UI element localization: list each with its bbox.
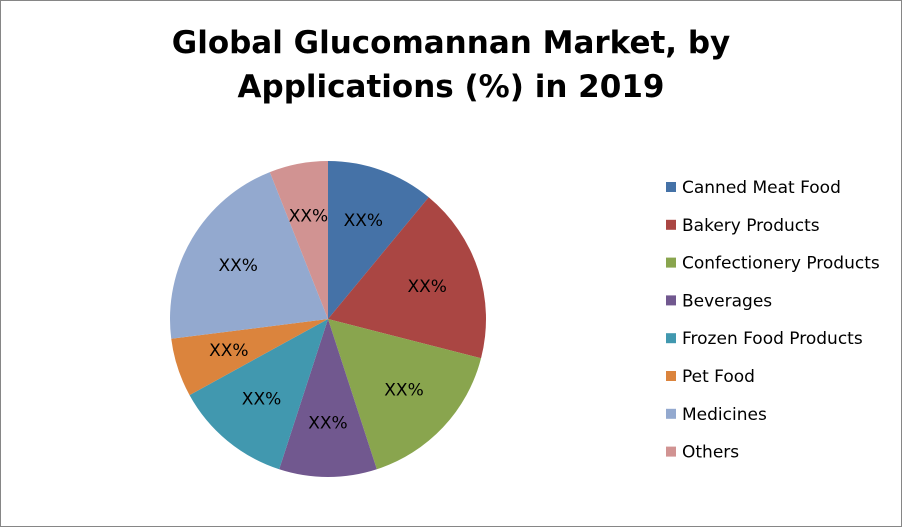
legend-label: Frozen Food Products bbox=[682, 329, 863, 349]
pie-slice bbox=[328, 319, 482, 470]
legend-swatch bbox=[666, 333, 676, 344]
chart-title: Global Glucomannan Market, by Applicatio… bbox=[171, 25, 731, 105]
data-label: XX% bbox=[308, 413, 347, 433]
pie-slice bbox=[328, 161, 429, 319]
legend-label: Beverages bbox=[682, 291, 772, 311]
legend-swatch bbox=[666, 257, 676, 268]
legend-swatch bbox=[666, 182, 676, 192]
pie-slice bbox=[269, 161, 328, 319]
pie-slice bbox=[170, 172, 328, 339]
pie-slice bbox=[279, 319, 377, 477]
legend-swatch bbox=[666, 219, 676, 230]
legend-label: Bakery Products bbox=[682, 216, 820, 236]
data-label: XX% bbox=[209, 341, 248, 361]
legend-label: Medicines bbox=[682, 405, 767, 425]
data-label: XX% bbox=[219, 256, 258, 276]
legend-label: Pet Food bbox=[682, 367, 755, 387]
pie-slice bbox=[171, 319, 328, 396]
legend-swatch bbox=[666, 371, 676, 381]
legend-swatch bbox=[666, 295, 676, 306]
pie-slice bbox=[328, 197, 486, 359]
data-label: XX% bbox=[384, 380, 423, 400]
data-label: XX% bbox=[344, 211, 383, 231]
data-label: XX% bbox=[407, 277, 446, 297]
legend-swatch bbox=[666, 408, 676, 419]
legend-label: Others bbox=[682, 443, 739, 463]
data-label: XX% bbox=[289, 207, 328, 227]
legend-swatch bbox=[666, 446, 676, 457]
legend-label: Confectionery Products bbox=[682, 254, 880, 274]
pie-slice bbox=[189, 319, 328, 470]
data-label: XX% bbox=[242, 389, 281, 409]
legend-label: Canned Meat Food bbox=[682, 178, 841, 198]
